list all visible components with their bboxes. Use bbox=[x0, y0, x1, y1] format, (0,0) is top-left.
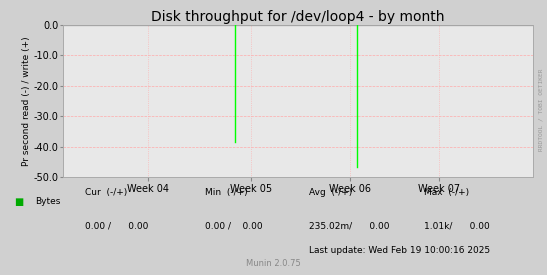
Text: Bytes: Bytes bbox=[36, 197, 61, 206]
Text: Last update: Wed Feb 19 10:00:16 2025: Last update: Wed Feb 19 10:00:16 2025 bbox=[309, 246, 490, 255]
Text: RRDTOOL / TOBI OETIKER: RRDTOOL / TOBI OETIKER bbox=[538, 69, 543, 151]
Text: Cur  (-/+): Cur (-/+) bbox=[85, 188, 127, 197]
Text: 0.00 /      0.00: 0.00 / 0.00 bbox=[85, 221, 148, 230]
Text: ■: ■ bbox=[14, 197, 23, 207]
Text: Max  (-/+): Max (-/+) bbox=[424, 188, 469, 197]
Title: Disk throughput for /dev/loop4 - by month: Disk throughput for /dev/loop4 - by mont… bbox=[152, 10, 445, 24]
Text: Min  (-/+): Min (-/+) bbox=[205, 188, 248, 197]
Y-axis label: Pr second read (-) / write (+): Pr second read (-) / write (+) bbox=[22, 36, 31, 166]
Text: 235.02m/      0.00: 235.02m/ 0.00 bbox=[309, 221, 389, 230]
Text: Munin 2.0.75: Munin 2.0.75 bbox=[246, 259, 301, 268]
Text: Avg  (-/+): Avg (-/+) bbox=[309, 188, 352, 197]
Text: 0.00 /    0.00: 0.00 / 0.00 bbox=[205, 221, 263, 230]
Text: 1.01k/      0.00: 1.01k/ 0.00 bbox=[424, 221, 490, 230]
